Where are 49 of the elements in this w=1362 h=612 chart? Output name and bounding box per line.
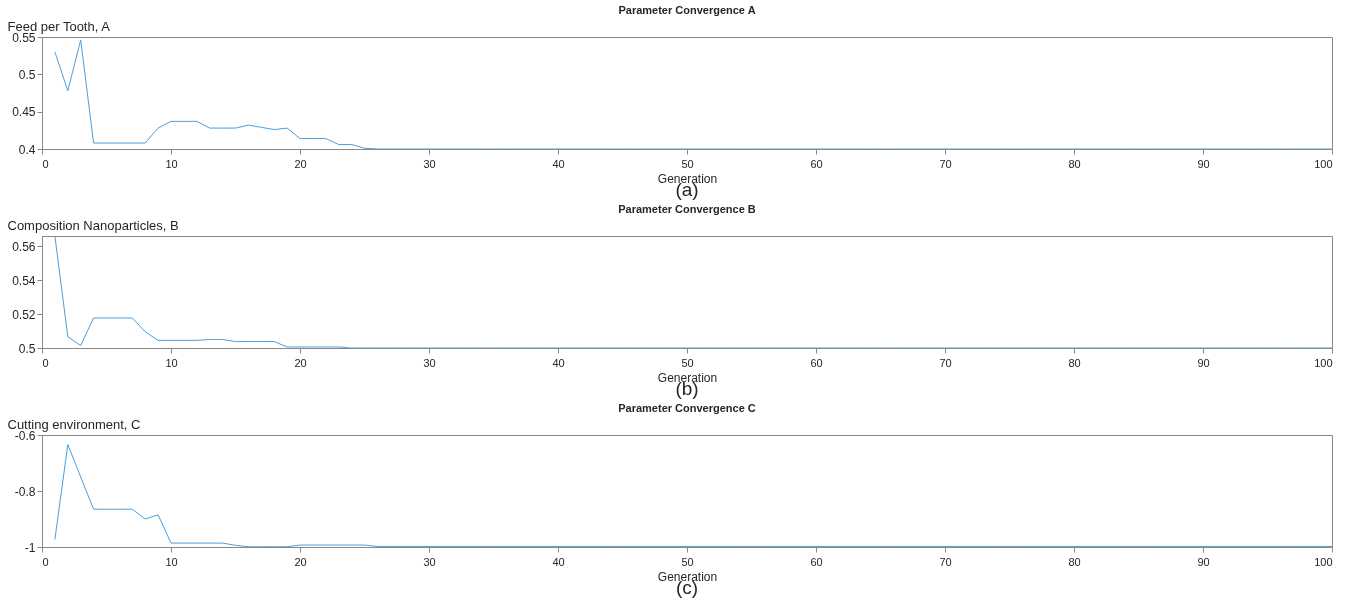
x-tick-label: 60 (810, 555, 823, 568)
x-tick-label: 10 (165, 555, 178, 568)
x-tick-label: 80 (1068, 356, 1081, 369)
x-tick-label: 90 (1197, 555, 1210, 568)
y-tick-label: -1 (24, 540, 36, 555)
x-tick-label: 20 (294, 555, 307, 568)
x-tick-label: 60 (810, 356, 823, 369)
x-tick-label: 20 (294, 356, 307, 369)
x-tick-label: 0 (42, 555, 49, 568)
chart-title: Parameter Convergence A (618, 4, 756, 16)
line-series (54, 444, 1332, 547)
x-tick-label: 60 (810, 157, 823, 170)
x-tick-label: 10 (165, 157, 178, 170)
x-tick-label: 100 (1314, 356, 1333, 369)
x-tick-label: 0 (42, 157, 49, 170)
y-tick-label: 0.5 (18, 341, 36, 356)
chart-title: Parameter Convergence C (618, 402, 756, 414)
x-tick-label: 40 (552, 157, 565, 170)
y-tick-label: 0.52 (12, 307, 36, 322)
x-tick-label: 80 (1068, 157, 1081, 170)
x-tick-label: 100 (1314, 555, 1333, 568)
x-tick-label: 90 (1197, 157, 1210, 170)
y-axis-title: Composition Nanoparticles, B (7, 217, 179, 233)
x-tick-label: 40 (552, 555, 565, 568)
y-tick-label: -0.8 (14, 484, 36, 499)
y-tick-label: 0.54 (12, 273, 36, 288)
y-tick-label: 0.45 (12, 105, 36, 120)
x-tick-label: 100 (1314, 157, 1333, 170)
x-tick-label: 50 (681, 555, 694, 568)
x-tick-label: 30 (423, 157, 436, 170)
x-tick-label: 10 (165, 356, 178, 369)
x-tick-label: 20 (294, 157, 307, 170)
x-tick-label: 30 (423, 555, 436, 568)
chart-title: Parameter Convergence B (618, 203, 756, 215)
x-tick-label: 50 (681, 157, 694, 170)
y-tick-label: 0.56 (12, 239, 36, 254)
y-tick-label: 0.5 (18, 67, 36, 82)
line-series (54, 236, 1332, 348)
x-tick-label: 0 (42, 356, 49, 369)
x-tick-label: 40 (552, 356, 565, 369)
x-tick-label: 70 (939, 555, 952, 568)
x-tick-label: 90 (1197, 356, 1210, 369)
x-tick-label: 70 (939, 157, 952, 170)
x-tick-label: 50 (681, 356, 694, 369)
line-series (54, 39, 1332, 149)
x-tick-label: 80 (1068, 555, 1081, 568)
y-tick-label: 0.4 (18, 142, 36, 157)
x-tick-label: 70 (939, 356, 952, 369)
x-tick-label: 30 (423, 356, 436, 369)
